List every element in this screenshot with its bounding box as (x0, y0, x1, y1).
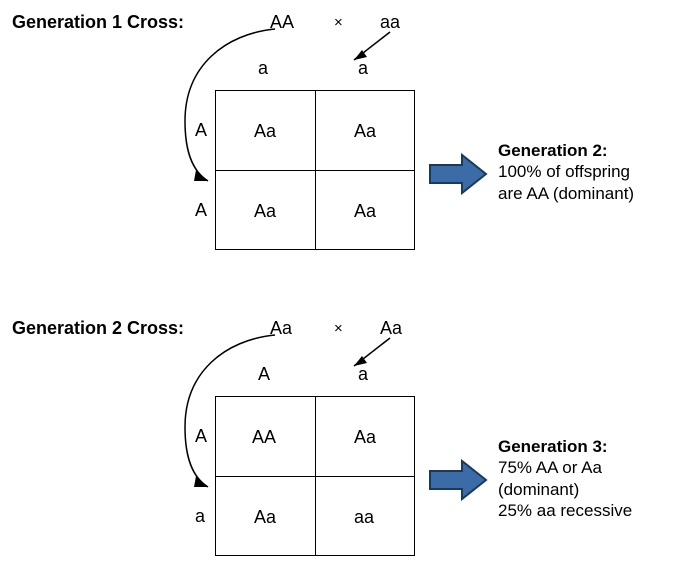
gen2-cell-00: AA (252, 427, 276, 448)
gen2-left-allele-0: A (195, 426, 207, 447)
gen1-result: Generation 2: 100% of offspring are AA (… (498, 140, 634, 204)
punnett-hline (216, 476, 414, 477)
gen2-cell-11: aa (354, 507, 374, 528)
gen2-top-arrow (340, 336, 400, 372)
gen1-cell-11: Aa (354, 201, 376, 222)
gen1-cell-10: Aa (254, 201, 276, 222)
gen1-left-allele-0: A (195, 120, 207, 141)
gen1-result-line1: 100% of offspring (498, 161, 634, 182)
gen3-result-title: Generation 3: (498, 436, 632, 457)
gen1-cell-00: Aa (254, 121, 276, 142)
gen1-left-allele-1: A (195, 200, 207, 221)
gen2-left-allele-1: a (195, 506, 205, 527)
gen2-result-arrow-icon (428, 458, 490, 502)
gen1-top-arrow (340, 30, 400, 66)
gen2-punnett-square: AA Aa Aa aa (215, 396, 415, 556)
gen2-result-line1: 75% AA or Aa (498, 457, 632, 478)
gen1-cell-01: Aa (354, 121, 376, 142)
gen2-result: Generation 3: 75% AA or Aa (dominant) 25… (498, 436, 632, 521)
gen2-result-line3: 25% aa recessive (498, 500, 632, 521)
punnett-hline (216, 170, 414, 171)
gen2-cross-symbol: × (316, 320, 361, 337)
gen1-result-arrow-icon (428, 152, 490, 196)
gen1-title: Generation 1 Cross: (12, 12, 184, 33)
gen1-result-line2: are AA (dominant) (498, 183, 634, 204)
gen2-result-line2: (dominant) (498, 479, 632, 500)
gen1-punnett-square: Aa Aa Aa Aa (215, 90, 415, 250)
gen2-cell-01: Aa (354, 427, 376, 448)
gen2-title: Generation 2 Cross: (12, 318, 184, 339)
gen1-cross-symbol: × (316, 14, 361, 31)
gen2-cell-10: Aa (254, 507, 276, 528)
gen2-result-title: Generation 2: (498, 140, 634, 161)
